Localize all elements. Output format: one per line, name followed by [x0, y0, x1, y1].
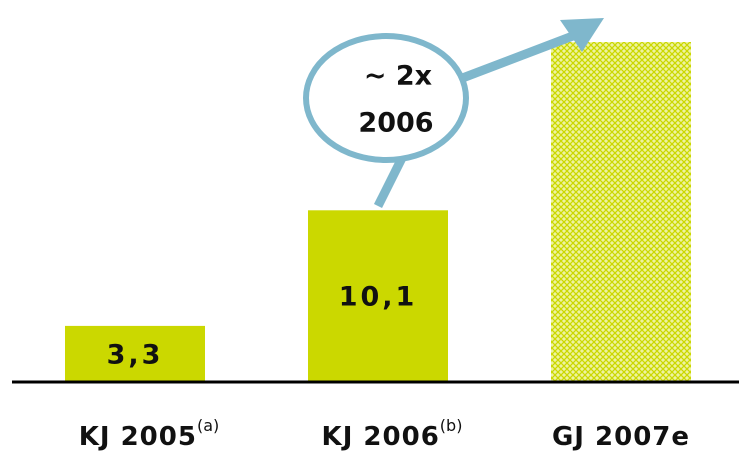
- category-name: KJ 2006: [322, 422, 440, 451]
- growth-arrow: [450, 29, 580, 87]
- x-tick-label: KJ 2006(b): [322, 416, 463, 451]
- callout-text: 2006: [358, 108, 433, 139]
- category-note: (a): [197, 416, 219, 435]
- value-label: 3,3: [107, 339, 164, 370]
- bar: [551, 42, 691, 382]
- category-note: (b): [440, 416, 463, 435]
- growth-callout: ~ 2x 2006: [303, 18, 604, 209]
- bars: [65, 42, 691, 382]
- arrow-head: [560, 18, 604, 52]
- bar: [65, 325, 205, 382]
- callout-pointer: [373, 155, 407, 209]
- callout-bubble: [303, 33, 469, 163]
- x-tick-label: KJ 2005(a): [79, 416, 220, 451]
- callout-text: ~ 2x: [364, 61, 432, 92]
- bar: [308, 210, 448, 382]
- value-label: 10,1: [339, 282, 418, 313]
- category-name: KJ 2005: [79, 422, 197, 451]
- x-tick-label: GJ 2007e: [552, 422, 690, 451]
- category-name: GJ 2007e: [552, 422, 690, 451]
